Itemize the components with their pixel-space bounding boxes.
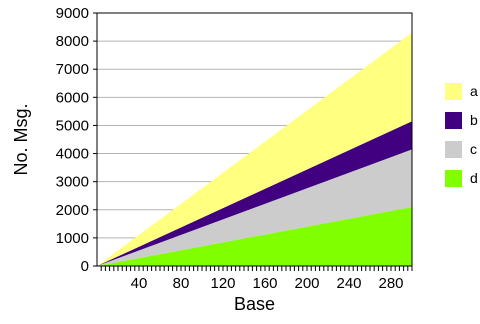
- x-tick-label: 240: [336, 275, 361, 292]
- area-series-a: [97, 32, 412, 266]
- y-tick-label: 8000: [56, 33, 89, 50]
- y-tick-label: 6000: [56, 89, 89, 106]
- areas: [97, 32, 412, 266]
- area-series-d: [97, 206, 412, 266]
- axes: 0 1000 2000 3000 4000 5000 6000 7000 8000 9000 40 8…: [56, 5, 413, 292]
- x-tick-label: 200: [294, 275, 319, 292]
- area-series-c: [97, 149, 412, 266]
- plot-frame: [96, 12, 413, 267]
- y-tick-label: 3000: [56, 174, 89, 191]
- legend-label-a: a: [470, 83, 478, 99]
- legend-swatch-a: [445, 83, 462, 100]
- x-tick-label: 40: [131, 275, 148, 292]
- y-axis-title: No. Msg.: [11, 103, 31, 175]
- legend-swatch-d: [445, 170, 462, 187]
- legend-label-d: d: [470, 170, 478, 186]
- y-tick-label: 9000: [56, 5, 89, 22]
- x-axis-title: Base: [234, 294, 275, 314]
- y-tick-label: 1000: [56, 230, 89, 247]
- x-tick-label: 280: [378, 275, 403, 292]
- y-tick-label: 7000: [56, 61, 89, 78]
- x-tick-label: 160: [252, 275, 277, 292]
- x-tick-label: 120: [210, 275, 235, 292]
- y-tick-label: 2000: [56, 202, 89, 219]
- y-tick-label: 4000: [56, 146, 89, 163]
- legend-label-c: c: [470, 141, 477, 157]
- legend-swatch-c: [445, 141, 462, 158]
- legend-swatch-b: [445, 112, 462, 129]
- y-tick-label: 0: [81, 258, 89, 275]
- x-tick-label: 80: [173, 275, 190, 292]
- y-tick-label: 5000: [56, 117, 89, 134]
- legend-label-b: b: [470, 112, 478, 128]
